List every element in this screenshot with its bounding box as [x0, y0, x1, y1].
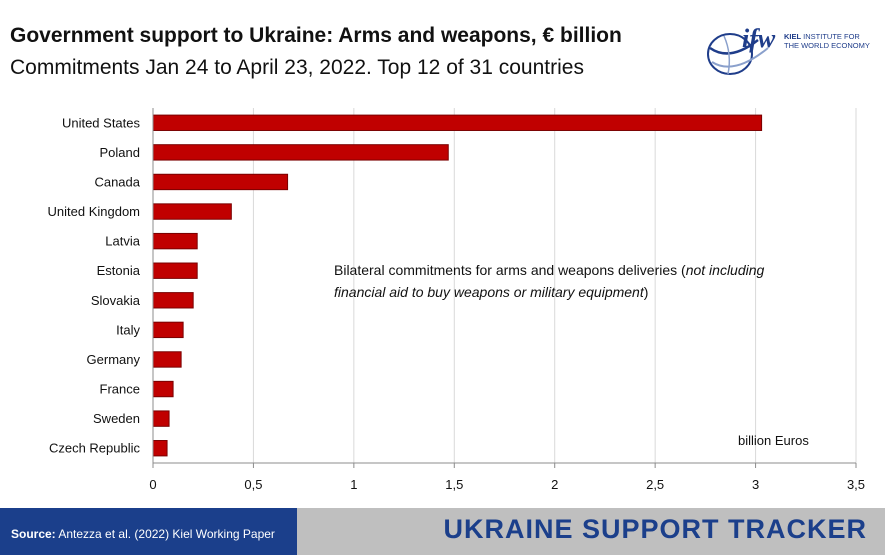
x-tick-label: 0 [149, 477, 156, 492]
footer-brand-panel: UKRAINE SUPPORT TRACKER [297, 508, 885, 555]
bar [152, 351, 182, 368]
x-tick-label: 3 [752, 477, 759, 492]
category-label: Czech Republic [49, 441, 141, 456]
category-label: Germany [87, 352, 141, 367]
category-label: Estonia [97, 263, 141, 278]
x-tick-label: 2 [551, 477, 558, 492]
bar [152, 173, 289, 191]
category-label: Latvia [105, 234, 140, 249]
brand-title: UKRAINE SUPPORT TRACKER [443, 514, 867, 544]
ifw-logo: ifw KIEL INSTITUTE FOR THE WORLD ECONOMY [698, 18, 878, 88]
x-tick-label: 1 [350, 477, 357, 492]
x-tick-label: 3,5 [847, 477, 865, 492]
bar-chart: United States Poland Canada United Kingdom L… [48, 108, 865, 492]
bar [152, 410, 170, 427]
chart-title: Government support to Ukraine: Arms and … [10, 24, 622, 47]
bar [152, 292, 194, 309]
bar [152, 262, 198, 279]
category-label: Sweden [93, 411, 140, 426]
footer-source-panel: Source: Antezza et al. (2022) Kiel Worki… [0, 508, 297, 555]
category-label: Italy [116, 322, 140, 337]
chart-annotation: Bilateral commitments for arms and weapo… [334, 262, 765, 300]
category-label: United Kingdom [48, 204, 141, 219]
category-label: Slovakia [91, 293, 141, 308]
bar [152, 380, 174, 398]
bar [152, 114, 763, 131]
logo-mark: ifw [742, 24, 776, 53]
unit-label: billion Euros [738, 433, 809, 448]
bar [152, 440, 168, 457]
logo-line-2: THE WORLD ECONOMY [784, 41, 870, 50]
category-label: Canada [94, 174, 140, 189]
bar [152, 321, 184, 339]
x-tick-label: 1,5 [445, 477, 463, 492]
bar [152, 203, 232, 220]
bar [152, 232, 198, 250]
x-tick-label: 0,5 [244, 477, 262, 492]
bar [152, 144, 449, 161]
source-text: Source: Antezza et al. (2022) Kiel Worki… [11, 527, 275, 541]
category-label: Poland [100, 145, 140, 160]
logo-line-1: KIEL INSTITUTE FOR [784, 32, 860, 41]
category-label: United States [62, 115, 141, 130]
x-tick-label: 2,5 [646, 477, 664, 492]
globe-swoosh-icon [707, 33, 769, 75]
category-label: France [100, 382, 140, 397]
chart-subtitle: Commitments Jan 24 to April 23, 2022. To… [10, 56, 584, 79]
